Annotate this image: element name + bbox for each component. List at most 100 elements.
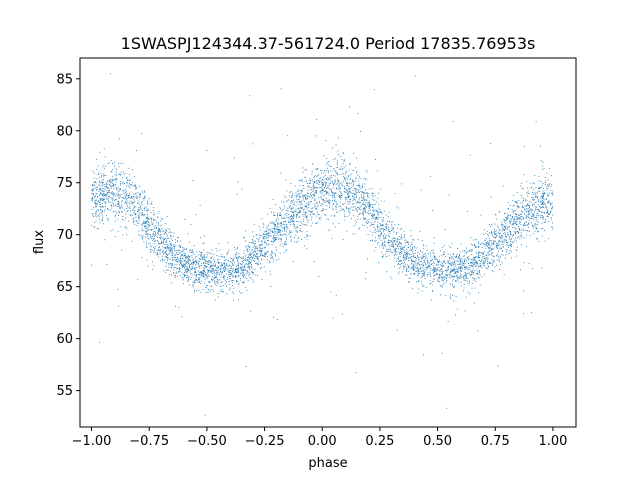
scatter-point [315, 192, 317, 194]
scatter-point [298, 195, 300, 197]
scatter-point [400, 229, 402, 230]
scatter-point [162, 245, 163, 247]
scatter-point [265, 254, 267, 256]
scatter-point [113, 185, 115, 187]
scatter-point [501, 262, 503, 264]
scatter-point [433, 270, 435, 272]
scatter-point [234, 254, 236, 256]
scatter-point [222, 271, 224, 273]
scatter-point [412, 247, 413, 248]
scatter-point [552, 205, 554, 207]
scatter-point [186, 267, 188, 269]
scatter-point [337, 159, 338, 161]
scatter-point [451, 284, 453, 286]
scatter-point [430, 275, 432, 277]
scatter-point [305, 198, 307, 200]
scatter-point [296, 198, 298, 200]
scatter-point [497, 231, 499, 233]
scatter-point [126, 210, 128, 212]
scatter-point [105, 194, 107, 196]
scatter-point [232, 260, 234, 262]
scatter-point [274, 252, 275, 254]
scatter-point [298, 196, 300, 198]
scatter-point [124, 182, 126, 184]
scatter-point [508, 220, 510, 222]
scatter-point [104, 206, 106, 207]
scatter-point [159, 243, 161, 245]
scatter-point [342, 239, 344, 240]
scatter-point [275, 204, 277, 205]
scatter-point [327, 162, 329, 164]
scatter-point [241, 263, 243, 265]
scatter-point [206, 284, 208, 286]
scatter-point [141, 228, 143, 230]
scatter-point [269, 235, 271, 237]
scatter-point [188, 256, 190, 258]
scatter-point [189, 263, 191, 265]
scatter-point [352, 179, 354, 181]
scatter-point [451, 242, 453, 244]
scatter-point [505, 228, 507, 229]
scatter-point [274, 229, 276, 231]
scatter-point [418, 259, 420, 261]
scatter-point [530, 201, 532, 203]
scatter-point [442, 280, 444, 282]
scatter-point [299, 210, 301, 212]
scatter-point [369, 207, 371, 209]
scatter-point [371, 192, 373, 194]
scatter-point [491, 254, 493, 256]
scatter-point [238, 276, 240, 278]
scatter-point [138, 220, 140, 222]
scatter-point [518, 227, 520, 229]
scatter-point [506, 241, 508, 243]
scatter-point [348, 190, 350, 192]
scatter-point [306, 217, 308, 218]
scatter-point [99, 193, 101, 195]
scatter-point [418, 280, 420, 282]
scatter-point [340, 196, 342, 198]
scatter-point [377, 214, 379, 216]
scatter-point [251, 271, 253, 273]
scatter-point [226, 281, 227, 283]
scatter-point [539, 209, 541, 211]
scatter-point [469, 249, 471, 251]
scatter-point [215, 269, 216, 271]
scatter-point [473, 265, 475, 267]
scatter-point [454, 263, 456, 265]
scatter-point [232, 260, 234, 262]
scatter-point [333, 168, 335, 170]
scatter-point [253, 243, 255, 244]
scatter-point [451, 265, 453, 267]
scatter-point [314, 187, 316, 189]
scatter-point [460, 266, 462, 268]
scatter-point [326, 178, 327, 180]
scatter-point [119, 189, 121, 191]
scatter-point [294, 210, 296, 212]
scatter-point [107, 187, 109, 189]
scatter-point [164, 248, 166, 250]
scatter-point [390, 241, 392, 243]
scatter-point [389, 250, 391, 252]
scatter-point [203, 276, 205, 278]
scatter-point [236, 272, 238, 274]
scatter-point [488, 224, 490, 226]
scatter-point [100, 176, 102, 178]
scatter-point [174, 274, 176, 276]
scatter-point [322, 188, 323, 190]
scatter-point [345, 178, 347, 179]
scatter-point [184, 274, 186, 276]
scatter-point [346, 181, 348, 183]
scatter-point [133, 193, 135, 195]
scatter-point [452, 285, 454, 287]
scatter-point [362, 214, 364, 216]
scatter-point [326, 163, 328, 165]
scatter-point [208, 271, 210, 273]
scatter-point [378, 217, 380, 219]
scatter-point [268, 234, 270, 236]
scatter-point [133, 211, 135, 213]
scatter-point [356, 188, 358, 190]
scatter-point [315, 190, 317, 192]
scatter-point [392, 245, 394, 247]
scatter-point [360, 191, 362, 192]
scatter-point [328, 203, 330, 205]
